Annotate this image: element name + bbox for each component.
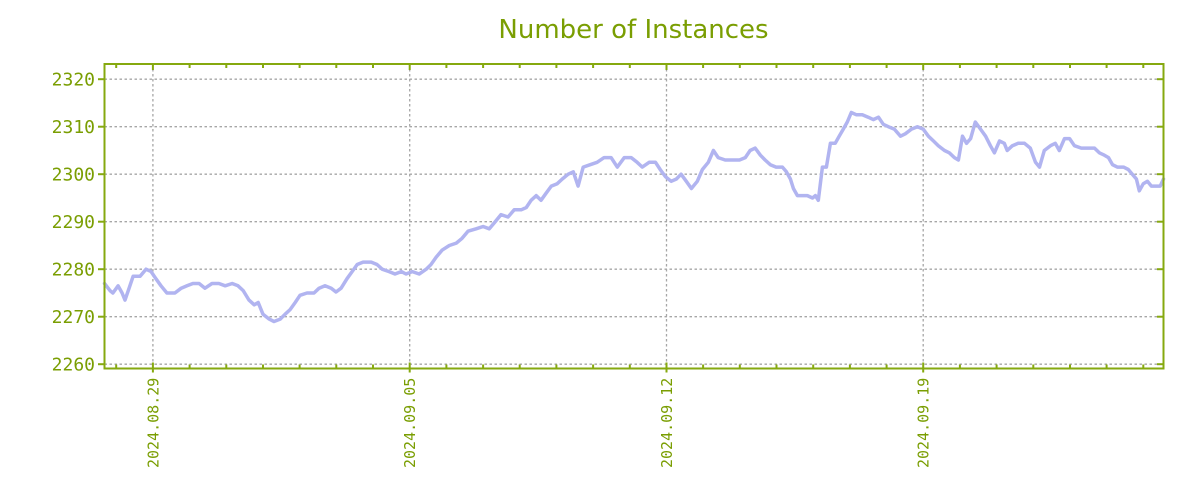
series-line-instances [102, 110, 1166, 324]
y-axis-tick-label: 2280 [52, 260, 95, 281]
y-axis-tick-label: 2300 [52, 165, 95, 186]
y-axis-tick-label: 2320 [52, 70, 95, 91]
y-tick-labels: 2260 2270 2280 2290 2300 2310 2320 [52, 70, 95, 376]
x-axis-tick-label: 2024.09.05 [401, 378, 419, 468]
y-axis-tick-label: 2290 [52, 212, 95, 233]
x-tick-labels: 2024.08.29 2024.09.05 2024.09.12 2024.09.19 [144, 378, 932, 468]
y-axis-tick-label: 2260 [52, 355, 95, 376]
x-axis-tick-label: 2024.09.19 [915, 378, 933, 468]
chart-title: Number of Instances [498, 15, 769, 45]
x-axis-tick-label: 2024.09.12 [658, 378, 676, 468]
plot-frame [103, 63, 1165, 370]
series [102, 110, 1166, 324]
x-axis-tick-label: 2024.08.29 [144, 378, 162, 468]
y-axis-tick-label: 2270 [52, 307, 95, 328]
y-axis-tick-label: 2310 [52, 117, 95, 138]
plot-border [103, 63, 1165, 370]
gridlines [104, 64, 1164, 369]
axis-ticks [98, 64, 1164, 373]
